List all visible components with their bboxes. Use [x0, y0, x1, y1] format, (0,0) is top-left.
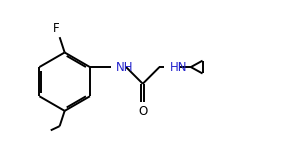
Text: NH: NH [116, 61, 133, 74]
Text: HN: HN [170, 61, 187, 74]
Text: O: O [138, 105, 147, 118]
Text: F: F [53, 22, 60, 35]
